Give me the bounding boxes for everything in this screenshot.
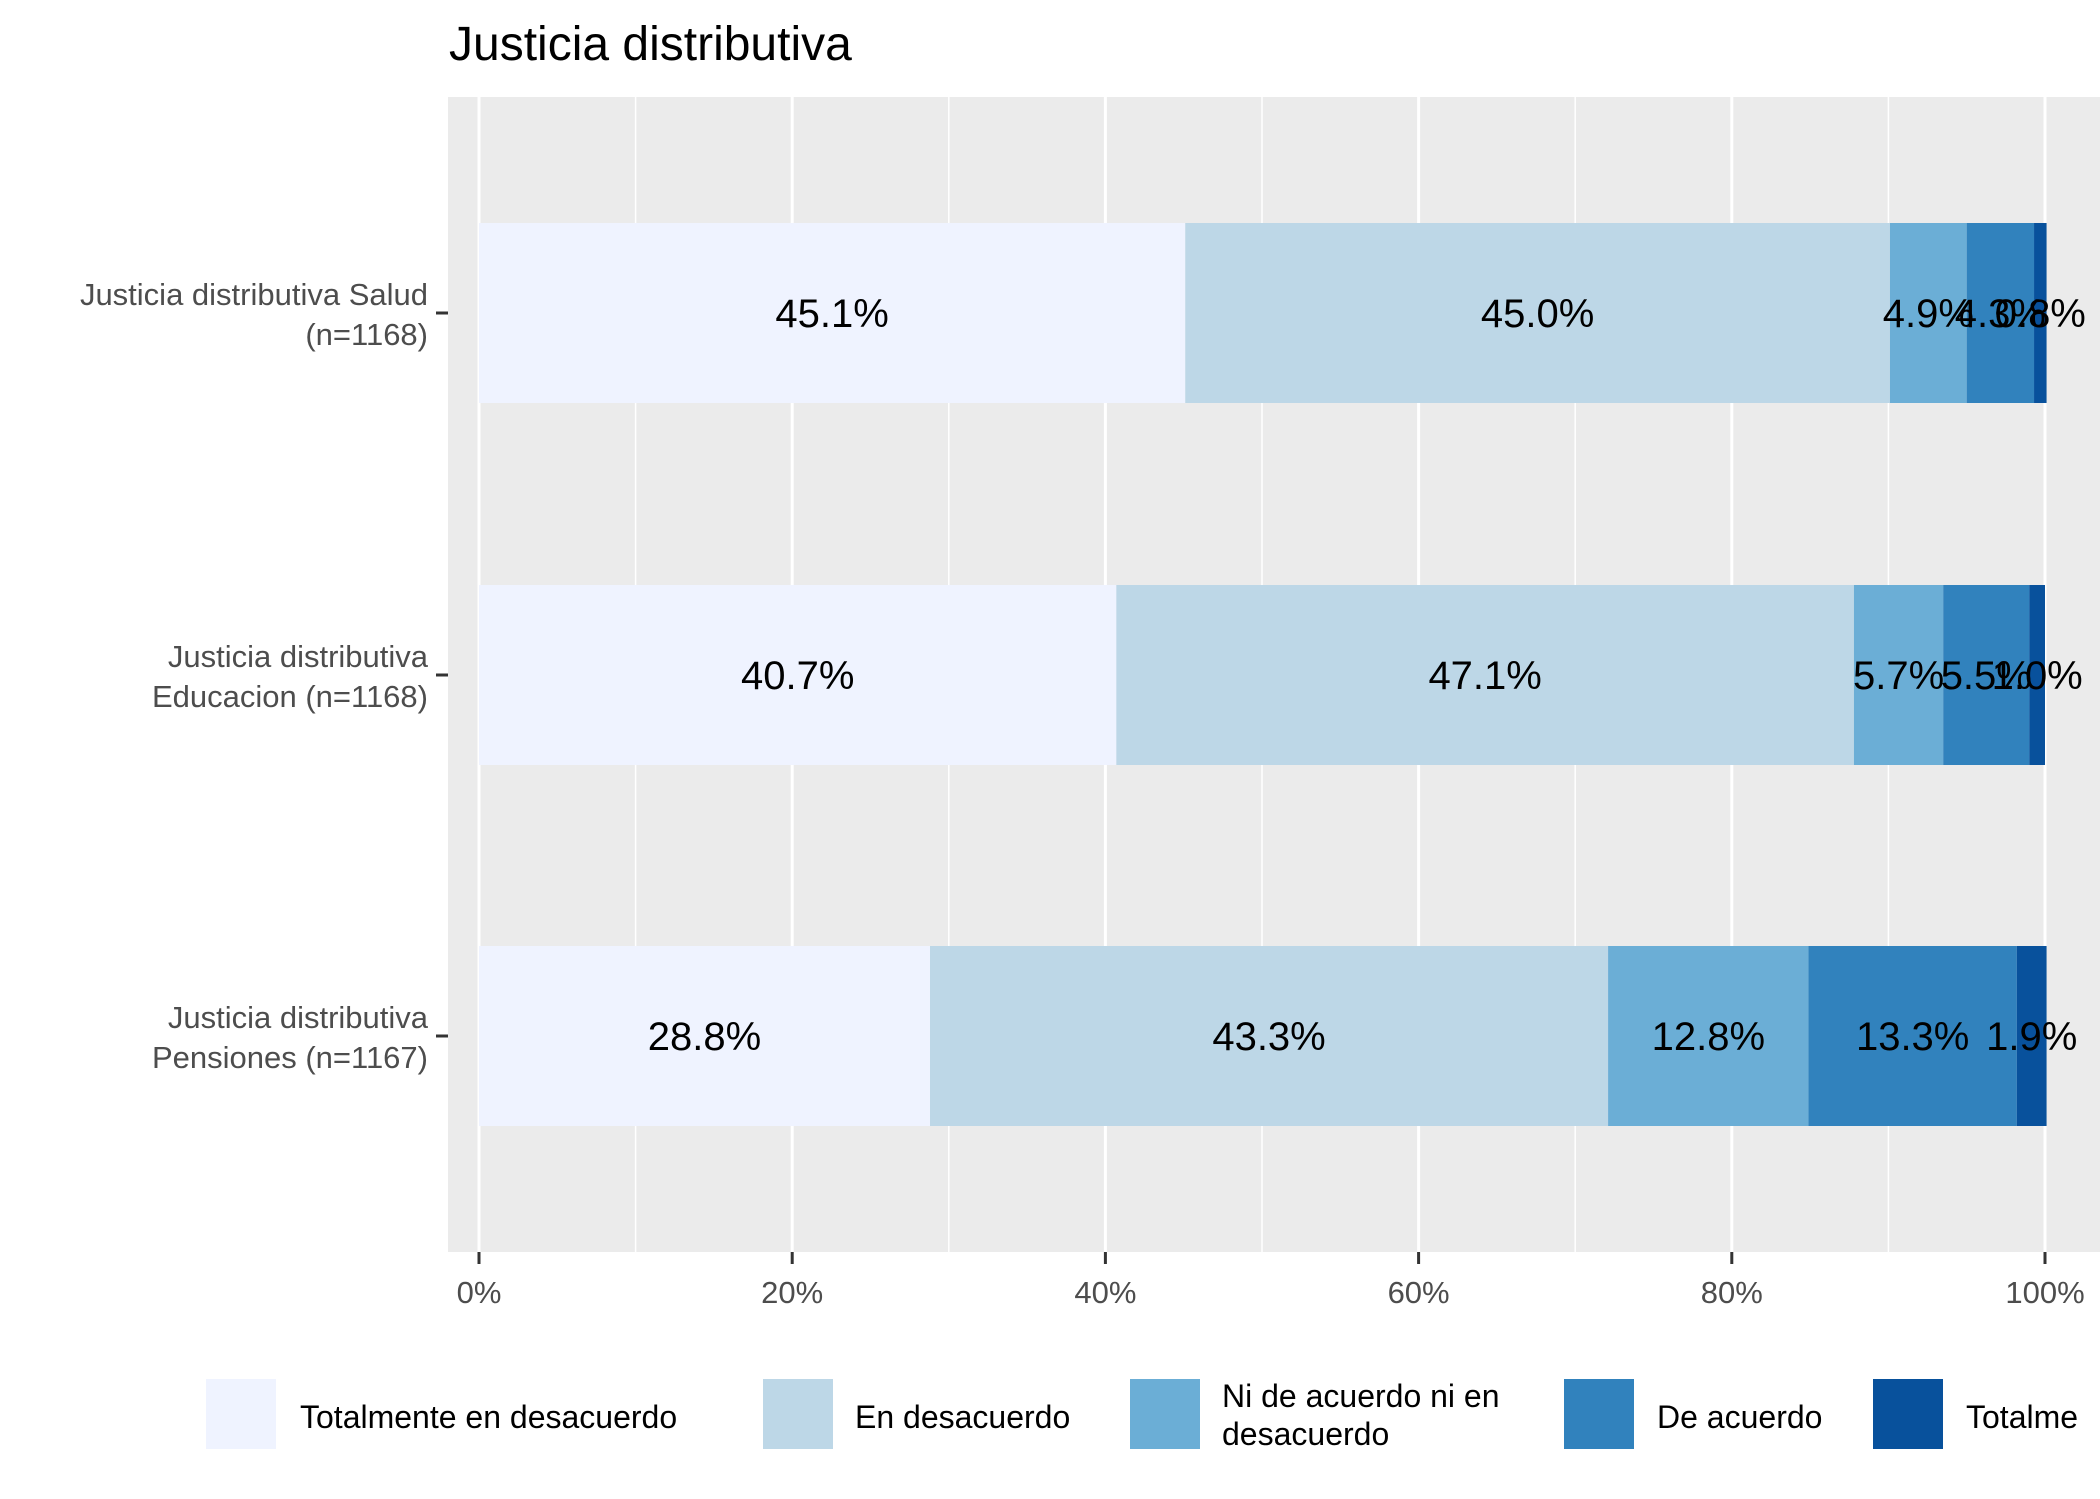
y-tick-label-line: Educacion (n=1168) — [152, 679, 428, 714]
legend: Totalmente en desacuerdo En desacuerdo Ni … — [204, 1377, 2078, 1452]
x-tick-label: 20% — [761, 1275, 823, 1310]
bar-segment — [1966, 223, 2035, 403]
bars — [479, 223, 2047, 1126]
bar-segment — [1808, 946, 2017, 1126]
bar-segment — [479, 585, 1117, 765]
legend-label-line: En desacuerdo — [855, 1399, 1070, 1435]
data-label: 45.0% — [1481, 292, 1594, 336]
data-label: 5.5% — [1941, 654, 2032, 698]
y-tick-label: Justicia distributiva Educacion (n=1168) — [152, 639, 429, 714]
x-tick-label: 40% — [1074, 1275, 1136, 1310]
bar-segment — [1943, 585, 2030, 765]
legend-label: Ni de acuerdo ni en desacuerdo — [1222, 1378, 1500, 1452]
legend-label-line: De acuerdo — [1657, 1399, 1822, 1435]
bar-segment — [2016, 946, 2047, 1126]
bar-segment — [1853, 585, 1944, 765]
legend-label: Totalme — [1966, 1399, 2078, 1435]
data-label: 40.7% — [741, 654, 854, 698]
legend-label: En desacuerdo — [855, 1399, 1070, 1435]
data-labels: 45.1% 45.0% 4.9%4.3%0.8% 40.7% 47.1% 5.7%5.5%… — [648, 292, 2086, 1059]
y-axis: Justicia distributiva Salud (n=1168)Justi… — [80, 277, 448, 1075]
legend-label-line: Totalmente en desacuerdo — [300, 1399, 677, 1435]
legend-key — [1128, 1377, 1202, 1451]
x-tick-label: 60% — [1388, 1275, 1450, 1310]
data-label: 1.0% — [1992, 654, 2083, 698]
bar-segment — [1889, 223, 1967, 403]
data-label: 28.8% — [648, 1015, 761, 1059]
data-label: 45.1% — [775, 292, 888, 336]
data-label: 0.8% — [1995, 292, 2086, 336]
legend-label-line: desacuerdo — [1222, 1416, 1389, 1452]
chart-title: Justicia distributiva — [449, 18, 852, 71]
y-tick-label-line: Justicia distributiva Salud — [80, 277, 428, 312]
data-label: 4.9% — [1883, 292, 1974, 336]
bar-segment — [479, 946, 931, 1126]
y-tick-label: Justicia distributiva Pensiones (n=1167) — [152, 1000, 429, 1075]
legend-key — [1871, 1377, 1945, 1451]
legend-label-line: Totalme — [1966, 1399, 2078, 1435]
y-tick-label-line: Justicia distributiva — [168, 1000, 429, 1035]
data-label: 1.9% — [1986, 1015, 2077, 1059]
bar-segment — [1116, 585, 1854, 765]
data-label: 4.3% — [1955, 292, 2046, 336]
data-label: 43.3% — [1212, 1015, 1325, 1059]
x-tick-label: 100% — [2005, 1275, 2084, 1310]
bar-segment — [1185, 223, 1890, 403]
legend-label: De acuerdo — [1657, 1399, 1822, 1435]
bar-segment — [930, 946, 1609, 1126]
bar-segment — [479, 223, 1186, 403]
legend-key — [761, 1377, 835, 1451]
data-label: 5.7% — [1853, 654, 1944, 698]
data-label: 13.3% — [1856, 1015, 1969, 1059]
legend-label-line: Ni de acuerdo ni en — [1222, 1378, 1500, 1414]
legend-key — [1562, 1377, 1636, 1451]
y-tick-label-line: Justicia distributiva — [168, 639, 429, 674]
y-tick-label-line: Pensiones (n=1167) — [152, 1040, 428, 1075]
data-label: 12.8% — [1652, 1015, 1765, 1059]
legend-label: Totalmente en desacuerdo — [300, 1399, 677, 1435]
bar-segment — [2029, 585, 2045, 765]
y-tick-label: Justicia distributiva Salud (n=1168) — [80, 277, 428, 352]
x-tick-label: 80% — [1701, 1275, 1763, 1310]
bar-segment — [1608, 946, 1809, 1126]
bar-segment — [2034, 223, 2047, 403]
legend-key — [204, 1377, 278, 1451]
x-axis: 0% 20% 40% 60% 80% 100% — [457, 1252, 2085, 1310]
data-label: 47.1% — [1428, 654, 1541, 698]
y-tick-label-line: (n=1168) — [305, 317, 428, 352]
x-tick-label: 0% — [457, 1275, 502, 1310]
